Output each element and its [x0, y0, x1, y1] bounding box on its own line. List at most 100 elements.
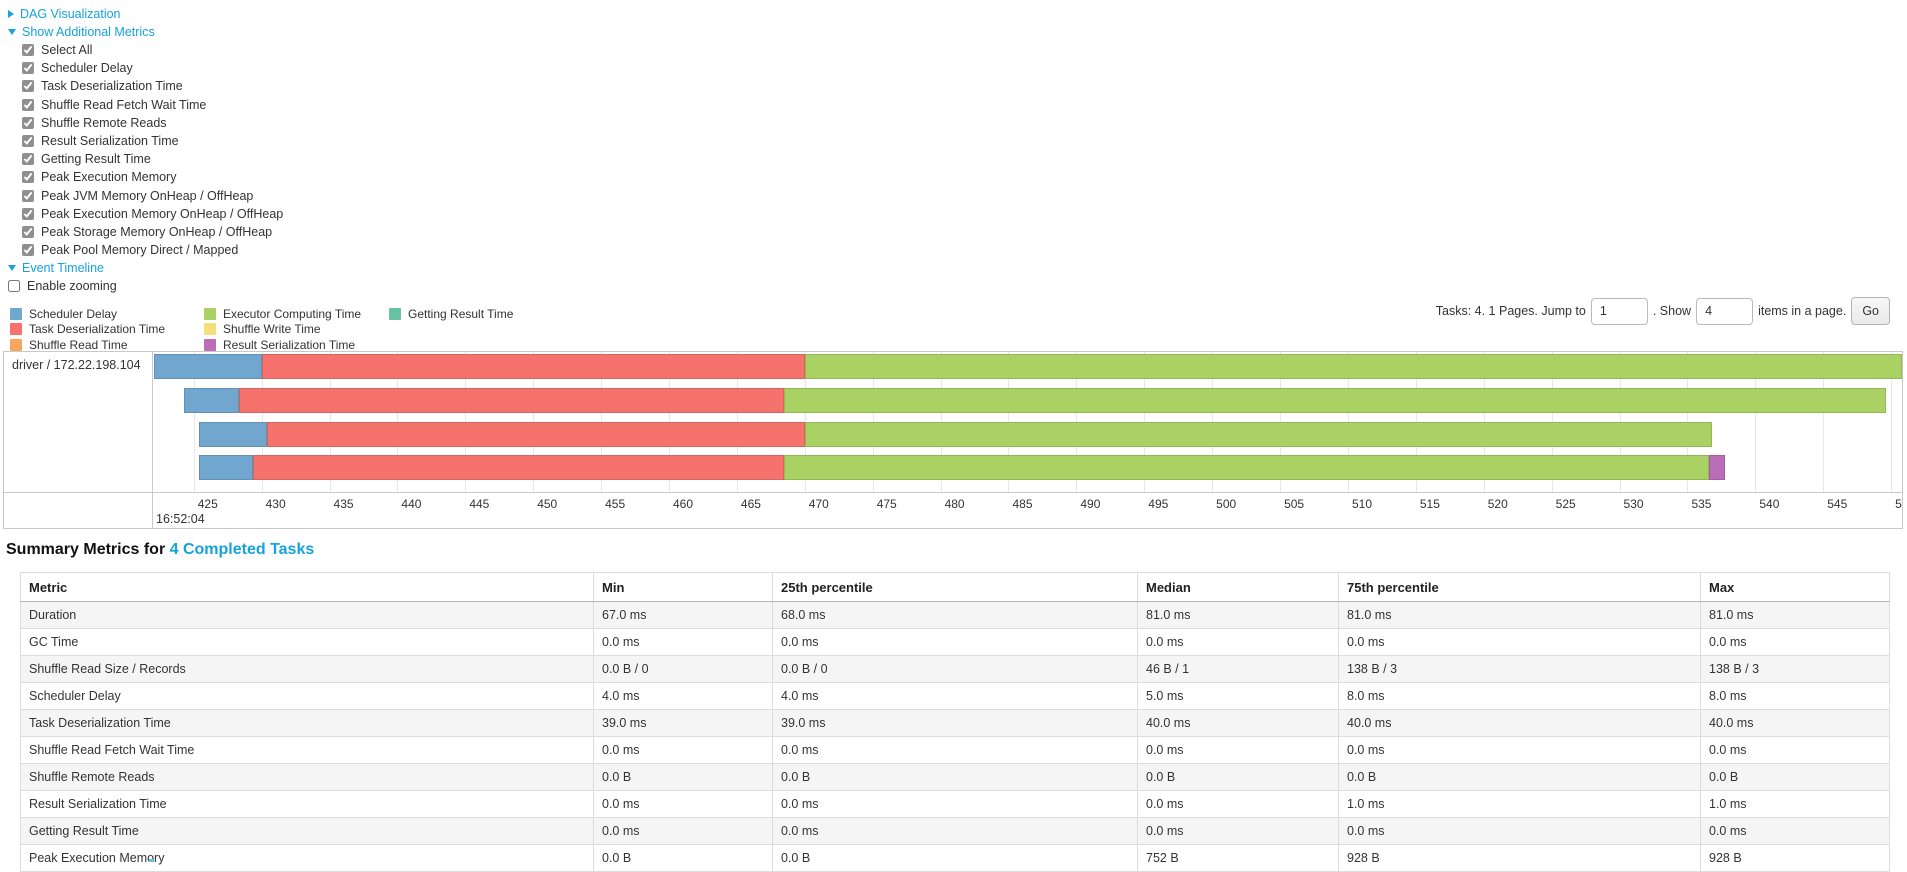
summary-metrics-table: Metric Min 25th percentile Median 75th perce… [20, 572, 1890, 872]
table-cell: 0.0 ms [1338, 736, 1701, 764]
metric-checkbox-label: Shuffle Read Fetch Wait Time [41, 97, 207, 112]
table-cell: Shuffle Read Size / Records [20, 655, 594, 683]
metric-checkbox-label: Peak JVM Memory OnHeap / OffHeap [41, 188, 254, 203]
table-cell: 0.0 ms [772, 628, 1138, 656]
show-additional-metrics-toggle[interactable]: Show Additional Metrics [8, 23, 283, 41]
table-cell: 0.0 ms [1700, 817, 1890, 845]
completed-tasks-link[interactable]: 4 Completed Tasks [169, 541, 315, 558]
metric-checkbox-1[interactable] [22, 62, 34, 75]
table-cell: 40.0 ms [1137, 709, 1339, 737]
table-cell: 0.0 ms [593, 736, 773, 764]
table-cell: 0.0 ms [772, 736, 1138, 764]
legend-label: Getting Result Time [408, 306, 514, 321]
items-in-page-text: items in a page. [1758, 304, 1847, 318]
table-cell: 138 B / 3 [1338, 655, 1701, 683]
table-cell: 40.0 ms [1700, 709, 1890, 737]
event-timeline-label: Event Timeline [22, 261, 104, 276]
metric-checkbox-label: Shuffle Remote Reads [41, 115, 167, 130]
metric-checkbox-4[interactable] [22, 116, 34, 129]
clipped-section-fragment [149, 859, 154, 862]
task-bar-segment-task_deserialization [261, 354, 805, 379]
metric-checkbox-10[interactable] [22, 225, 34, 238]
table-row: Peak Execution Memory 0.0 B 0.0 B 752 B 928 … [20, 844, 1890, 872]
table-cell: 0.0 ms [772, 817, 1138, 845]
timeline-plot-area [153, 352, 1902, 492]
legend-column: Executor Computing Time Shuffle Write Tim… [204, 306, 389, 353]
table-row: GC Time 0.0 ms 0.0 ms 0.0 ms 0.0 ms 0.0 ms [20, 628, 1890, 656]
task-bar-segment-executor_computing [784, 455, 1710, 480]
timeline-legend: Scheduler Delay Task Deserialization Time… [10, 306, 513, 353]
table-cell: Scheduler Delay [20, 682, 594, 710]
table-cell: 928 B [1700, 844, 1890, 872]
table-cell: 46 B / 1 [1137, 655, 1339, 683]
metric-checkbox-3[interactable] [22, 98, 34, 111]
axis-gridline [1823, 352, 1825, 492]
table-cell: 4.0 ms [772, 682, 1138, 710]
go-button[interactable]: Go [1851, 297, 1890, 325]
table-header-cell: Max [1700, 572, 1890, 602]
axis-tick-label: 440 [401, 497, 422, 511]
metric-checkbox-2[interactable] [22, 80, 34, 93]
legend-item: Task Deserialization Time [10, 322, 204, 338]
table-row: Shuffle Read Fetch Wait Time 0.0 ms 0.0 ms… [20, 736, 1890, 764]
enable-zooming-checkbox[interactable] [8, 280, 20, 293]
axis-tick-label: 475 [876, 497, 897, 511]
scheduler_delay-swatch-icon [10, 307, 22, 320]
table-cell: 8.0 ms [1700, 682, 1890, 710]
table-header-cell: Metric [20, 572, 594, 602]
metric-checkbox-9[interactable] [22, 207, 34, 220]
axis-gridline [1891, 352, 1893, 492]
table-cell: 40.0 ms [1338, 709, 1701, 737]
axis-gridline [193, 352, 195, 492]
executor_computing-swatch-icon [204, 307, 216, 320]
axis-tick-label: 500 [1216, 497, 1237, 511]
dag-visualization-toggle[interactable]: DAG Visualization [8, 5, 283, 23]
legend-label: Task Deserialization Time [29, 322, 166, 337]
table-cell: 0.0 ms [1338, 817, 1701, 845]
metric-checkbox-8[interactable] [22, 189, 34, 202]
axis-tick-label: 495 [1148, 497, 1169, 511]
axis-tick-label: 490 [1080, 497, 1101, 511]
table-cell: 81.0 ms [1137, 601, 1339, 629]
table-row: Shuffle Read Size / Records 0.0 B / 0 0.0 … [20, 655, 1890, 683]
table-cell: 81.0 ms [1338, 601, 1701, 629]
task-bar-segment-executor_computing [804, 354, 1902, 379]
legend-label: Executor Computing Time [223, 306, 362, 321]
axis-tick-label: 465 [740, 497, 761, 511]
metric-checkbox-5[interactable] [22, 135, 34, 148]
executor-label: driver / 172.22.198.104 [4, 352, 153, 528]
task-bar-segment-executor_computing [804, 422, 1712, 447]
metric-checkbox-row: Result Serialization Time [22, 132, 283, 150]
axis-tick-label: 480 [944, 497, 965, 511]
table-cell: 0.0 ms [1137, 817, 1339, 845]
metric-checkbox-label: Task Deserialization Time [41, 79, 183, 94]
table-cell: 0.0 ms [1137, 628, 1339, 656]
table-header-cell: 25th percentile [772, 572, 1138, 602]
chevron-down-icon [8, 29, 16, 35]
metric-checkbox-label: Select All [41, 43, 93, 58]
axis-tick-label: 515 [1419, 497, 1440, 511]
metric-checkbox-6[interactable] [22, 153, 34, 166]
event-timeline-toggle[interactable]: Event Timeline [8, 259, 283, 277]
metric-checkbox-row: Peak Pool Memory Direct / Mapped [22, 241, 283, 259]
metric-checkbox-11[interactable] [22, 244, 34, 257]
table-cell: 0.0 B / 0 [593, 655, 773, 683]
enable-zooming-row: Enable zooming [8, 277, 283, 295]
table-cell: 0.0 ms [1137, 736, 1339, 764]
task-bar-segment-result_serialization [1709, 455, 1726, 480]
metric-checkbox-0[interactable] [22, 44, 34, 57]
shuffle_read-swatch-icon [10, 338, 22, 351]
legend-label: Scheduler Delay [29, 306, 118, 321]
table-cell: 0.0 B [772, 844, 1138, 872]
metric-checkbox-7[interactable] [22, 171, 34, 184]
axis-tick-label: 520 [1487, 497, 1508, 511]
table-cell: 0.0 ms [772, 790, 1138, 818]
metric-checkbox-label: Result Serialization Time [41, 134, 179, 149]
table-row: Task Deserialization Time 39.0 ms 39.0 ms 4… [20, 709, 1890, 737]
jump-to-page-input[interactable] [1590, 297, 1648, 325]
axis-tick-label: 510 [1351, 497, 1372, 511]
items-per-page-input[interactable] [1696, 297, 1754, 325]
table-cell: 0.0 B / 0 [772, 655, 1138, 683]
table-header-row: Metric Min 25th percentile Median 75th perce… [20, 572, 1890, 602]
legend-column: Scheduler Delay Task Deserialization Time… [10, 306, 204, 353]
